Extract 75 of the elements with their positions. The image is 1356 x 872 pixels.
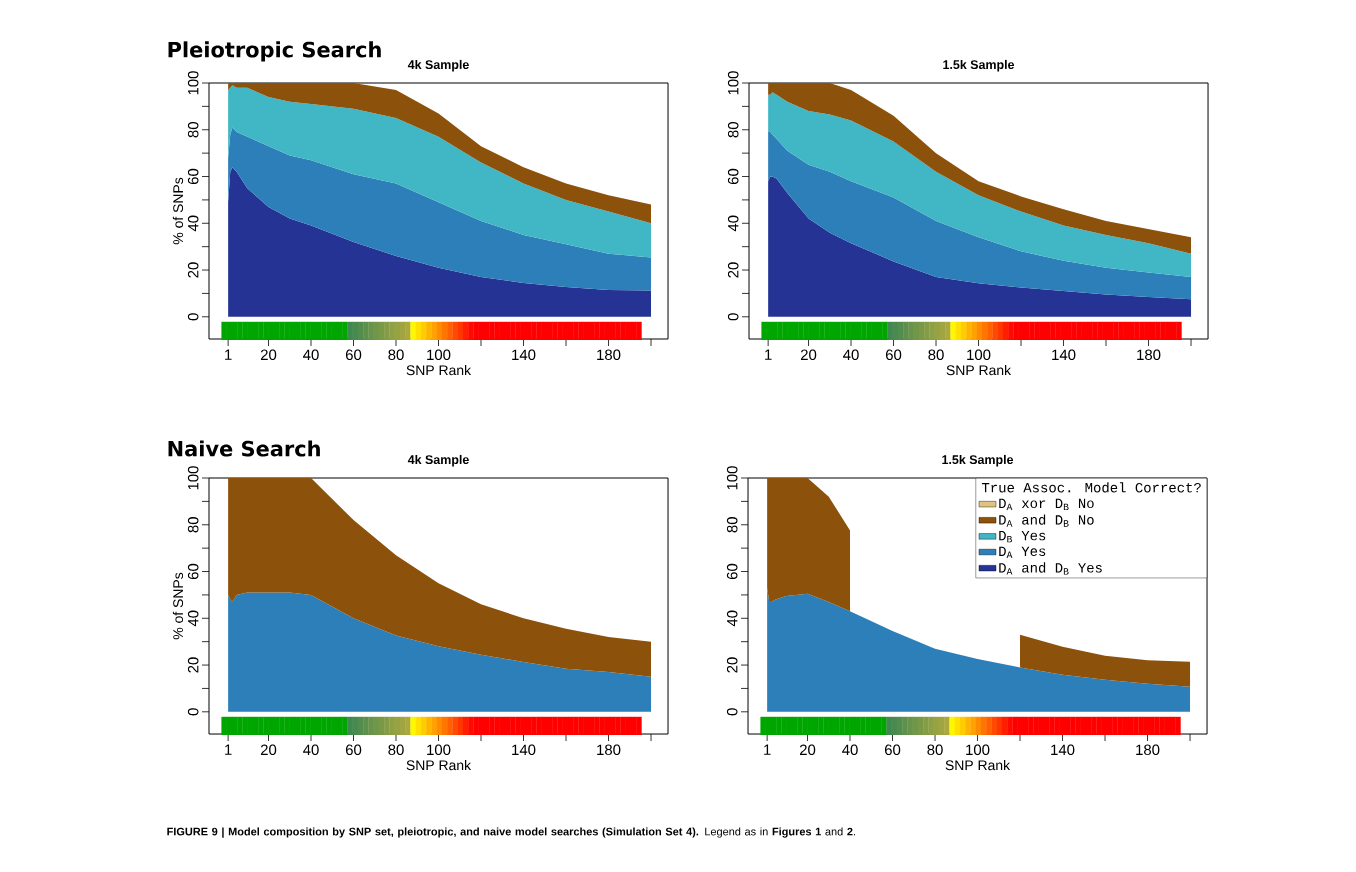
legend-label: D$_{A}$ xor D$_{B}$ No bbox=[999, 498, 1094, 511]
x-tick-label: 180 bbox=[1137, 349, 1161, 361]
y-tick-label: 40 bbox=[187, 215, 199, 232]
y-tick-label: 20 bbox=[187, 657, 199, 673]
y-tick-label: 80 bbox=[187, 122, 199, 138]
x-tick-label: 20 bbox=[799, 744, 816, 756]
y-tick-label: 20 bbox=[187, 262, 199, 278]
x-tick-label: 180 bbox=[597, 744, 621, 756]
x-tick-label: 20 bbox=[800, 349, 817, 361]
y-axis-title: % of SNPs bbox=[172, 572, 184, 640]
x-tick-label: 100 bbox=[427, 744, 451, 756]
x-tick-label: 80 bbox=[388, 744, 404, 756]
x-tick-label: 140 bbox=[1052, 349, 1076, 361]
x-tick-label: 100 bbox=[427, 349, 451, 361]
y-tick-label: 0 bbox=[187, 708, 199, 716]
y-tick-label: 20 bbox=[726, 657, 738, 673]
x-tick-label: 140 bbox=[512, 744, 536, 756]
y-tick-label: 40 bbox=[726, 610, 738, 627]
x-tick-label: 80 bbox=[928, 349, 944, 361]
x-tick-label: 100 bbox=[966, 744, 990, 756]
x-tick-label: 80 bbox=[927, 744, 943, 756]
x-tick-label: 40 bbox=[303, 349, 319, 361]
y-tick-label: 60 bbox=[187, 563, 199, 580]
x-tick-label: 60 bbox=[345, 349, 362, 361]
x-tick-label: 60 bbox=[885, 349, 902, 361]
y-tick-label: 80 bbox=[187, 517, 199, 533]
x-tick-label: 180 bbox=[1136, 744, 1160, 756]
x-tick-label: 60 bbox=[345, 744, 362, 756]
y-tick-label: 60 bbox=[187, 168, 199, 185]
y-tick-label: 40 bbox=[187, 610, 199, 627]
chart-title: 1.5k Sample bbox=[942, 454, 1014, 467]
legend-label: D$_{A}$ and D$_{B}$ Yes bbox=[999, 562, 1102, 575]
x-tick-label: 1 bbox=[225, 349, 232, 360]
chart-title: 4k Sample bbox=[407, 59, 469, 72]
chart-title: 1.5k Sample bbox=[943, 59, 1015, 72]
x-tick-label: 1 bbox=[765, 349, 772, 360]
y-tick-label: 100 bbox=[726, 466, 738, 490]
y-tick-label: 100 bbox=[187, 71, 199, 95]
x-axis-title: SNP Rank bbox=[406, 364, 472, 376]
y-tick-label: 0 bbox=[726, 708, 738, 716]
x-axis-title: SNP Rank bbox=[406, 759, 472, 771]
x-tick-label: 40 bbox=[843, 349, 859, 361]
x-axis-title: SNP Rank bbox=[945, 759, 1011, 771]
x-tick-label: 140 bbox=[1051, 744, 1075, 756]
x-tick-label: 1 bbox=[764, 744, 771, 755]
y-tick-label: 100 bbox=[187, 466, 199, 490]
legend-title: True Assoc. Model Correct? bbox=[981, 482, 1201, 493]
y-tick-label: 80 bbox=[727, 122, 739, 138]
y-tick-label: 100 bbox=[727, 71, 739, 95]
x-tick-label: 20 bbox=[260, 744, 277, 756]
legend-label: D$_{A}$ and D$_{B}$ No bbox=[999, 514, 1094, 527]
y-tick-label: 0 bbox=[187, 313, 199, 321]
y-tick-label: 20 bbox=[727, 262, 739, 278]
legend-label: D$_{B}$ Yes bbox=[999, 531, 1046, 543]
text: FIGURE 9 | Model composition by SNP set, pleiotropic, and naive model searches (Simulation Set 4). Legend as in Figures 1 and 2. bbox=[167, 827, 856, 838]
x-tick-label: 80 bbox=[388, 349, 404, 361]
y-axis-title: % of SNPs bbox=[172, 177, 184, 245]
text: Pleiotropic Search bbox=[168, 41, 381, 62]
chart-title: 4k Sample bbox=[407, 454, 469, 467]
x-tick-label: 40 bbox=[842, 744, 858, 756]
x-tick-label: 20 bbox=[260, 349, 277, 361]
y-tick-label: 60 bbox=[727, 168, 739, 185]
x-tick-label: 1 bbox=[225, 744, 232, 755]
legend-label: D$_{A}$ Yes bbox=[999, 546, 1046, 559]
x-axis-title: SNP Rank bbox=[946, 364, 1012, 376]
text: Naive Search bbox=[168, 440, 320, 457]
y-tick-label: 60 bbox=[726, 563, 738, 580]
x-tick-label: 40 bbox=[303, 744, 319, 756]
y-tick-label: 40 bbox=[727, 215, 739, 232]
x-tick-label: 60 bbox=[884, 744, 901, 756]
y-tick-label: 0 bbox=[727, 313, 739, 321]
x-tick-label: 100 bbox=[967, 349, 991, 361]
x-tick-label: 180 bbox=[597, 349, 621, 361]
x-tick-label: 140 bbox=[512, 349, 536, 361]
y-tick-label: 80 bbox=[726, 517, 738, 533]
